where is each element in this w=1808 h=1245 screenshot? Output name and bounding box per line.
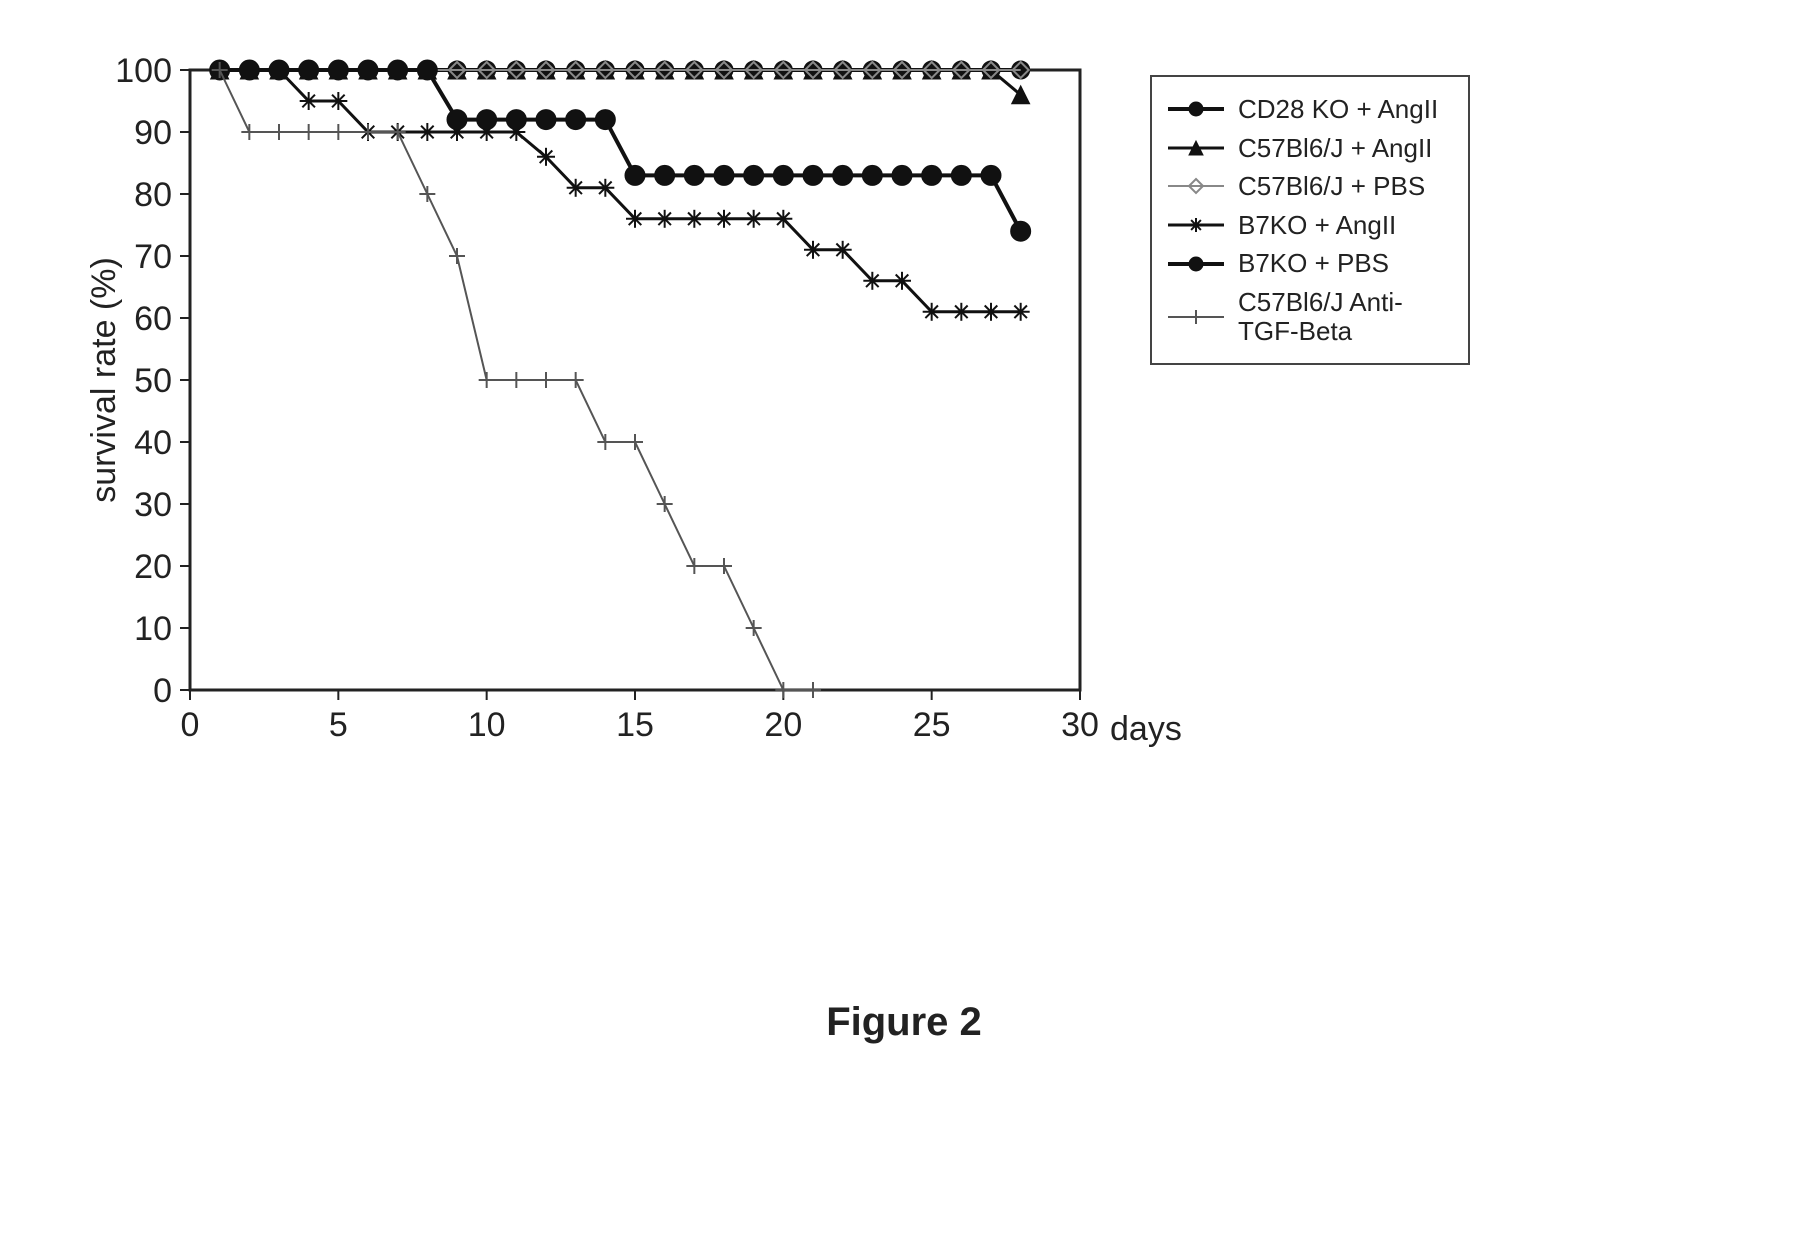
legend-item: B7KO + PBS [1166,249,1454,278]
legend-item: C57Bl6/J + AngII [1166,134,1454,163]
legend-label: CD28 KO + AngII [1238,95,1438,124]
legend-label: C57Bl6/J Anti-TGF-Beta [1238,288,1454,345]
legend-swatch [1166,138,1226,158]
x-tick-label: 15 [616,706,654,744]
survival-chart: 0 10 20 30 40 50 60 70 80 90 100 0 5 10 15 20 25 30 surviv… [80,40,1730,800]
y-tick-label: 20 [134,548,172,586]
y-tick-label: 90 [134,114,172,152]
y-axis-label: survival rate (%) [85,257,123,503]
y-tick-label: 30 [134,486,172,524]
legend-label: B7KO + PBS [1238,249,1389,278]
legend-box: CD28 KO + AngII C57Bl6/J + AngII C57Bl6/J … [1150,75,1470,365]
y-tick-label: 40 [134,424,172,462]
y-tick-label: 50 [134,362,172,400]
legend-item: C57Bl6/J Anti-TGF-Beta [1166,288,1454,345]
x-tick-label: 5 [329,706,348,744]
figure-caption: Figure 2 [0,1000,1808,1045]
legend-item: CD28 KO + AngII [1166,95,1454,124]
legend-item: C57Bl6/J + PBS [1166,172,1454,201]
y-tick-label: 80 [134,176,172,214]
x-tick-label: 0 [181,706,200,744]
series-s4 [211,61,1030,321]
y-tick-label: 10 [134,610,172,648]
y-tick-label: 60 [134,300,172,338]
legend-label: B7KO + AngII [1238,211,1396,240]
series-s5 [210,60,1031,241]
x-tick-label: 10 [468,706,506,744]
y-tick-label: 70 [134,238,172,276]
legend-swatch [1166,307,1226,327]
legend-swatch [1166,176,1226,196]
x-tick-label: 25 [913,706,951,744]
legend-swatch [1166,99,1226,119]
legend-label: C57Bl6/J + PBS [1238,172,1425,201]
x-tick-label: 20 [764,706,802,744]
x-tick-label: 30 [1061,706,1099,744]
y-tick-label: 0 [153,672,172,710]
legend-item: B7KO + AngII [1166,211,1454,240]
page-root: 0 10 20 30 40 50 60 70 80 90 100 0 5 10 15 20 25 30 surviv… [0,0,1808,1245]
legend-swatch [1166,215,1226,235]
legend-swatch [1166,254,1226,274]
legend-label: C57Bl6/J + AngII [1238,134,1432,163]
series-s6 [212,62,821,698]
x-axis-label: days [1110,710,1182,749]
y-tick-label: 100 [115,52,172,90]
